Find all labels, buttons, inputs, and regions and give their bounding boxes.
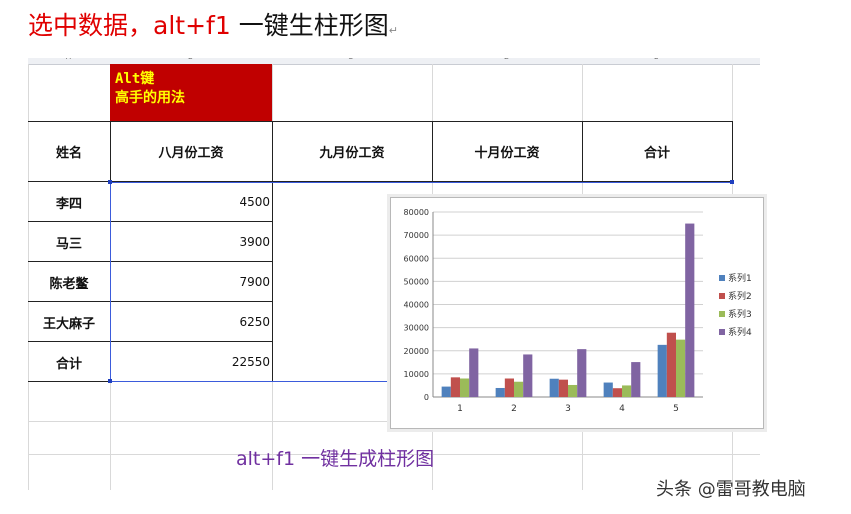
return-mark: ↵ [388, 24, 398, 37]
bar [666, 332, 676, 397]
y-tick-label: 70000 [404, 231, 429, 240]
table-border [28, 121, 732, 122]
bar [450, 377, 460, 397]
row-name[interactable]: 王大麻子 [42, 316, 95, 332]
legend-swatch [719, 329, 725, 335]
bar-chart: 0 10000 20000 30000 40000 50000 60000 70000 8000… [404, 208, 752, 414]
y-tick-label: 50000 [404, 277, 429, 286]
table-border [732, 121, 733, 182]
bar [577, 349, 587, 397]
row-aug-value[interactable]: 7900 [239, 275, 270, 289]
row-name[interactable]: 陈老鳖 [49, 276, 89, 292]
gridline [28, 64, 29, 490]
col-header-c[interactable]: C [272, 58, 432, 65]
col-header-e[interactable]: E [582, 58, 760, 65]
bar [603, 382, 613, 397]
watermark: 头条 @雷哥教电脑 [656, 479, 806, 500]
col-header-d[interactable]: D [432, 58, 582, 65]
header-sep[interactable]: 九月份工资 [319, 146, 385, 161]
headline-black: 一键生柱形图 [238, 11, 389, 40]
col-letter: E [654, 58, 658, 61]
col-letter: C [348, 58, 353, 61]
bar [460, 378, 470, 397]
legend-label: 系列4 [728, 326, 752, 338]
table-border [582, 121, 583, 182]
col-letter: B [188, 58, 193, 61]
x-tick-label: 3 [565, 404, 571, 414]
x-tick-label: 5 [673, 404, 679, 414]
header-oct[interactable]: 十月份工资 [474, 146, 540, 161]
bar [469, 348, 479, 397]
table-border [28, 181, 732, 182]
bar [441, 386, 451, 397]
y-tick-label: 30000 [404, 324, 429, 333]
banner-line-1: Alt键 [115, 71, 155, 87]
embedded-chart[interactable]: 0 10000 20000 30000 40000 50000 60000 70000 8000… [390, 197, 764, 429]
selection-handle[interactable] [108, 379, 112, 383]
bar [495, 387, 505, 397]
row-aug-value[interactable]: 6250 [239, 315, 270, 329]
x-tick-label: 1 [457, 404, 463, 414]
bar [523, 354, 533, 397]
bar [504, 378, 514, 397]
gridline [28, 454, 760, 455]
selection-handle[interactable] [108, 180, 112, 184]
bar [685, 223, 695, 397]
legend-label: 系列2 [728, 290, 752, 302]
bar [558, 379, 568, 397]
table-border [28, 341, 272, 342]
header-name[interactable]: 姓名 [55, 146, 82, 161]
row-aug-value[interactable]: 22550 [231, 355, 270, 369]
y-tick-label: 60000 [404, 254, 429, 263]
bar [568, 384, 578, 397]
bar [676, 339, 686, 397]
selection-handle[interactable] [730, 180, 734, 184]
y-tick-label: 20000 [404, 347, 429, 356]
selection-border [110, 182, 732, 183]
table-border [432, 121, 433, 182]
selection-border [110, 381, 420, 382]
legend-label: 系列3 [728, 308, 752, 320]
caption: alt+f1 一键生成柱形图 [236, 448, 435, 470]
y-tick-label: 10000 [404, 370, 429, 379]
legend-swatch [719, 293, 725, 299]
y-tick-label: 80000 [404, 208, 429, 217]
legend-label: 系列1 [728, 272, 752, 284]
bar [549, 378, 559, 397]
legend-swatch [719, 275, 725, 281]
table-border [28, 261, 272, 262]
header-total[interactable]: 合计 [643, 146, 670, 161]
banner-line-2: 高手的用法 [115, 90, 185, 106]
bar [631, 362, 641, 397]
bar [612, 388, 622, 397]
y-tick-label: 40000 [404, 301, 429, 310]
table-border [28, 301, 272, 302]
bar [514, 381, 524, 397]
x-tick-label: 2 [511, 404, 517, 414]
row-name[interactable]: 马三 [55, 236, 82, 252]
header-aug[interactable]: 八月份工资 [158, 146, 224, 161]
legend-swatch [719, 311, 725, 317]
row-name[interactable]: 合计 [55, 356, 82, 372]
bar [657, 344, 667, 397]
col-letter: A [66, 58, 71, 61]
y-tick-label: 0 [424, 393, 429, 402]
headline-red: 选中数据，alt+f1 [28, 11, 231, 40]
headline: 选中数据，alt+f1 一键生柱形图↵ [28, 8, 398, 44]
table-border [28, 221, 272, 222]
bar [622, 385, 632, 397]
banner-cell[interactable]: Alt键 高手的用法 [110, 64, 272, 121]
selection-border [110, 182, 111, 382]
row-aug-value[interactable]: 4500 [239, 195, 270, 209]
row-name[interactable]: 李四 [55, 196, 82, 212]
col-header-a[interactable]: A [28, 58, 110, 65]
row-aug-value[interactable]: 3900 [239, 235, 270, 249]
table-border [272, 121, 273, 382]
col-letter: D [504, 58, 509, 61]
x-tick-label: 4 [619, 404, 625, 414]
